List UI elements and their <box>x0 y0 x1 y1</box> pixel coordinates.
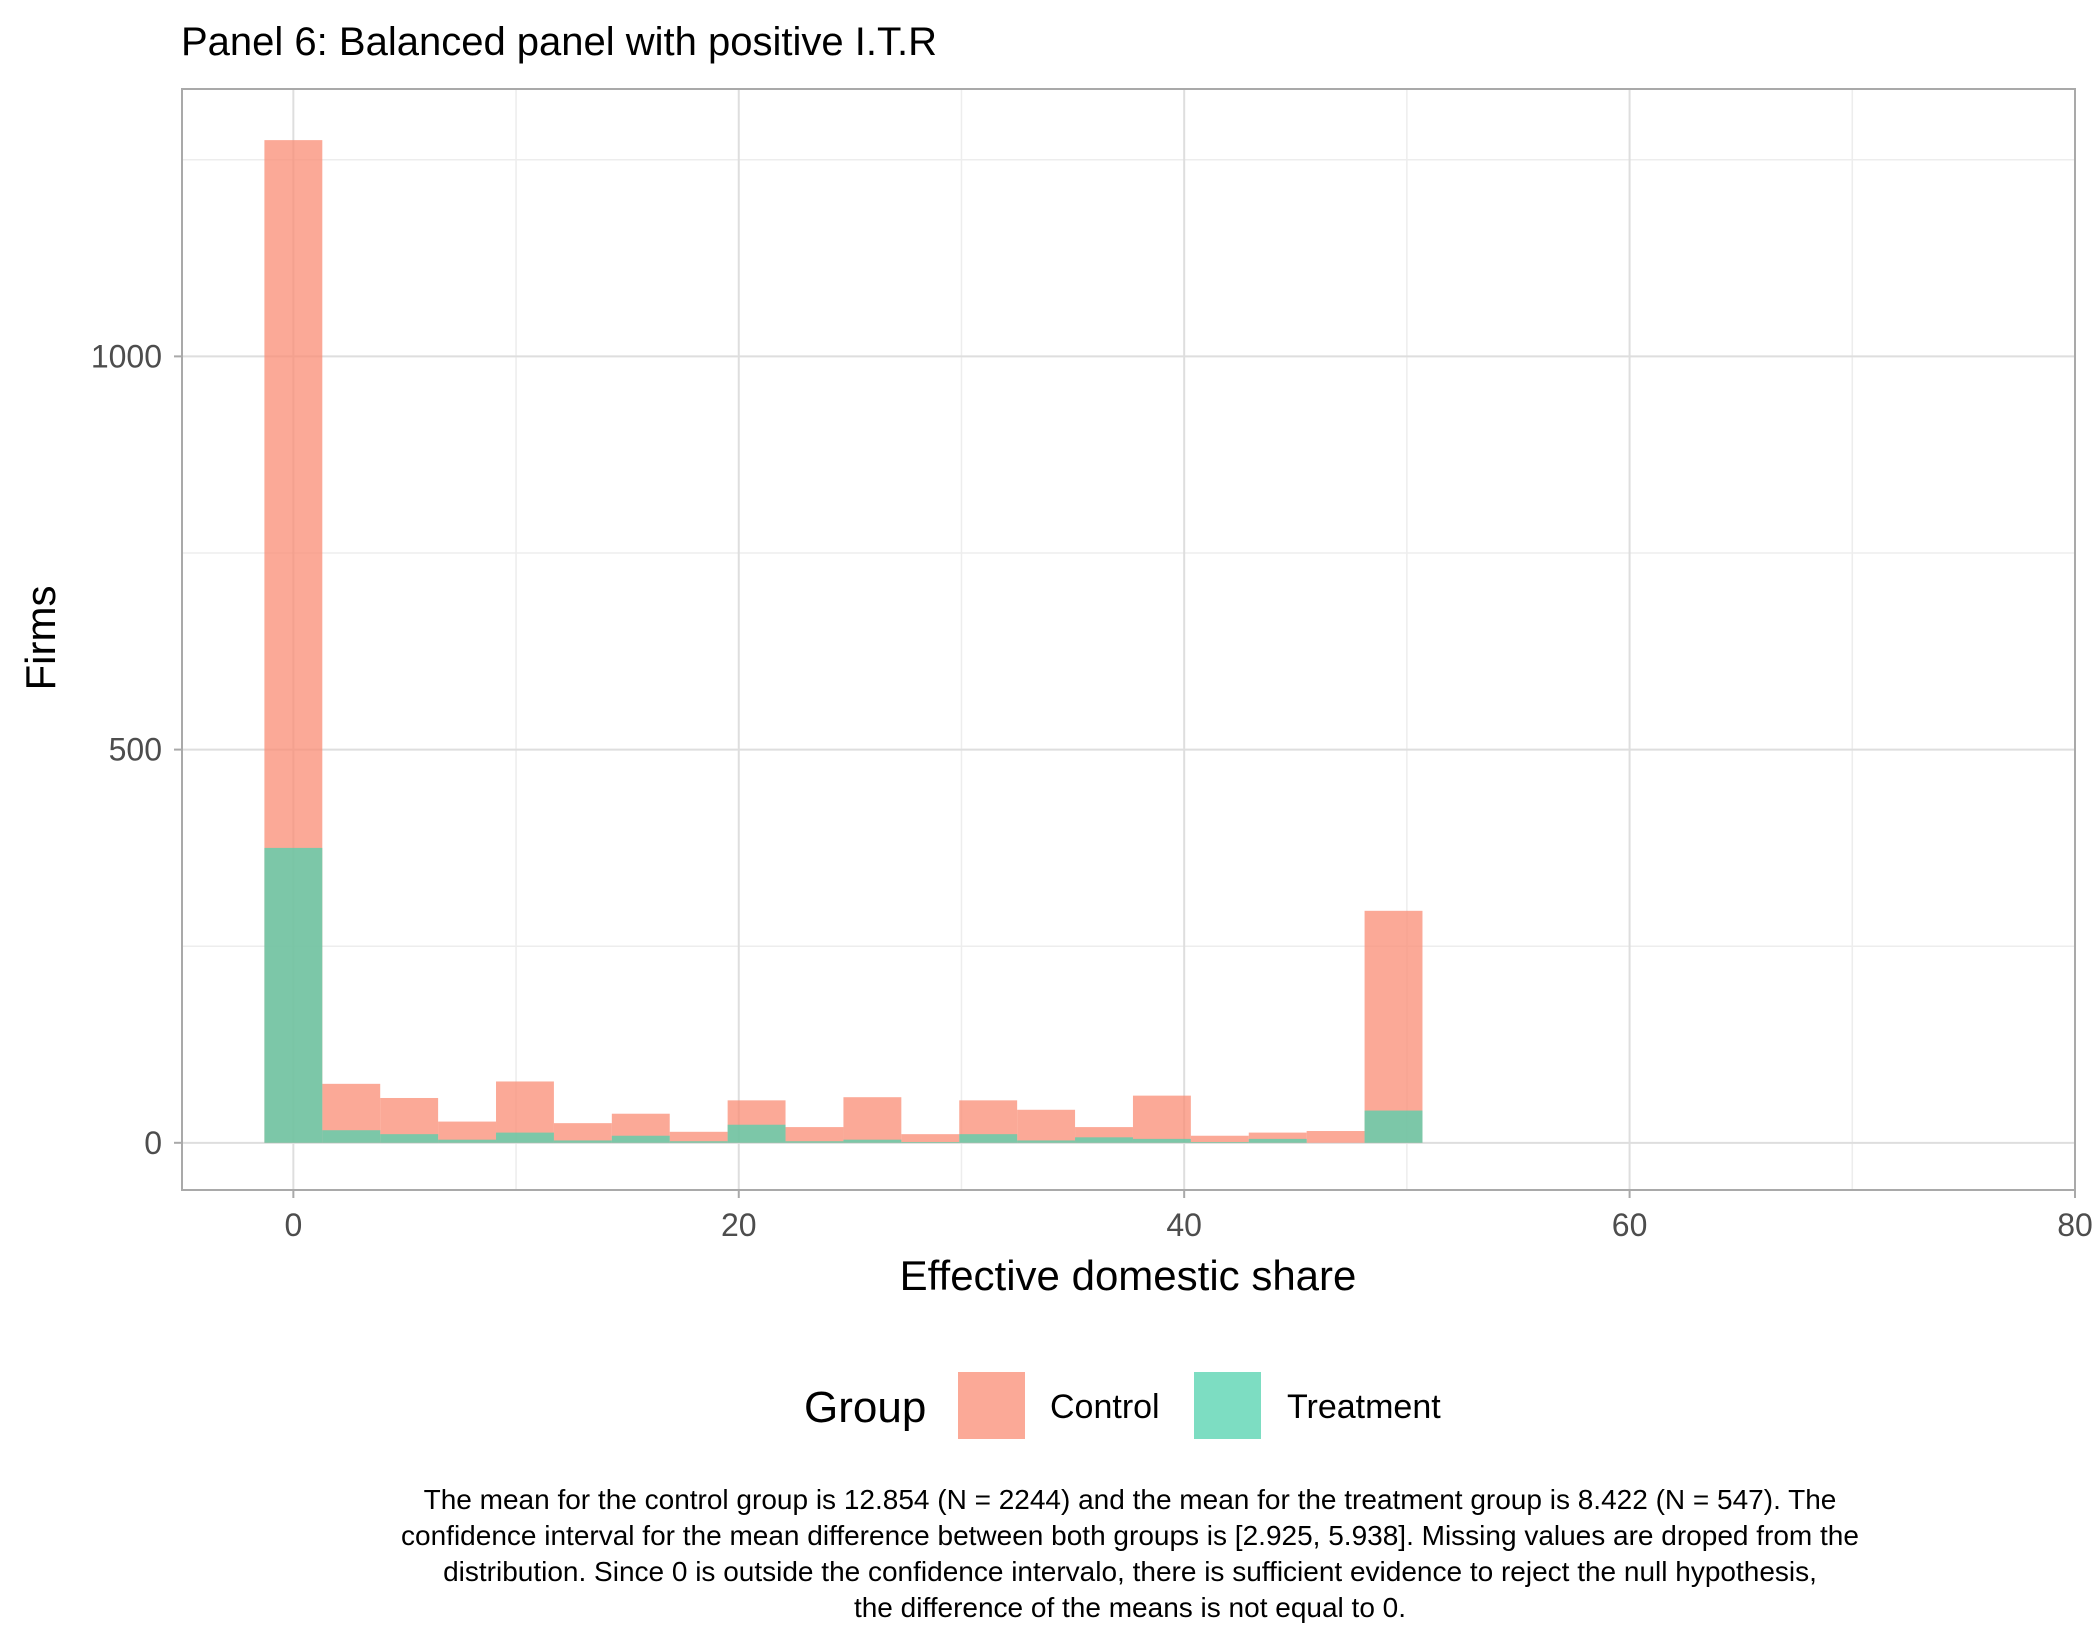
legend-key-control <box>958 1372 1025 1439</box>
x-tick-label: 0 <box>284 1207 302 1243</box>
bar-treatment <box>496 1132 554 1143</box>
legend: Group Control Treatment <box>804 1372 1441 1439</box>
bar-control <box>785 1127 844 1143</box>
bar-treatment <box>669 1141 728 1143</box>
y-tick-label: 0 <box>144 1125 162 1161</box>
plot-border <box>181 88 2076 1191</box>
bar-treatment <box>264 847 323 1143</box>
bar-control <box>901 1134 960 1143</box>
bar-treatment <box>785 1141 844 1143</box>
bar-treatment <box>438 1139 497 1143</box>
bar-control <box>1190 1135 1249 1143</box>
bar-treatment <box>843 1139 902 1143</box>
bar-control <box>1132 1095 1191 1143</box>
bar-treatment <box>959 1134 1018 1143</box>
legend-title: Group <box>804 1383 926 1432</box>
bar-treatment <box>322 1130 381 1143</box>
bar-treatment <box>727 1124 786 1143</box>
grid-minor <box>182 89 2075 1190</box>
bar-treatment <box>1190 1142 1249 1143</box>
bar-treatment <box>901 1142 960 1143</box>
y-tick-label: 500 <box>109 732 162 768</box>
chart-title: Panel 6: Balanced panel with positive I.… <box>181 20 937 64</box>
x-tick-label: 60 <box>1612 1207 1648 1243</box>
bar-treatment <box>611 1135 670 1143</box>
legend-label-treatment: Treatment <box>1287 1388 1441 1426</box>
bar-treatment <box>1075 1137 1133 1143</box>
bar-control <box>553 1123 612 1143</box>
y-axis-label: Firms <box>17 586 64 691</box>
chart-caption: The mean for the control group is 12.854… <box>230 1482 2030 1626</box>
plot-panel <box>182 89 2075 1190</box>
bar-control <box>1248 1132 1307 1143</box>
x-tick-label: 20 <box>721 1207 757 1243</box>
bar-control <box>1017 1109 1076 1143</box>
bar-treatment <box>380 1134 439 1143</box>
bar-treatment <box>1017 1140 1076 1143</box>
axis-ticks: 0 20 40 60 80 0 500 1000 <box>91 338 2093 1243</box>
caption-line: distribution. Since 0 is outside the con… <box>443 1556 1817 1587</box>
bars-layer <box>264 140 1423 1143</box>
caption-line: confidence interval for the mean differe… <box>401 1520 1859 1551</box>
bar-control <box>1306 1131 1365 1143</box>
y-tick-label: 1000 <box>91 338 162 374</box>
caption-line: the difference of the means is not equal… <box>853 1592 1407 1623</box>
x-axis-label: Effective domestic share <box>900 1252 1357 1299</box>
bar-treatment <box>1248 1138 1307 1143</box>
bar-control <box>669 1131 728 1143</box>
legend-label-control: Control <box>1050 1388 1160 1426</box>
bar-control <box>1364 910 1423 1143</box>
bar-control <box>438 1121 497 1143</box>
legend-key-treatment <box>1194 1372 1261 1439</box>
bar-control <box>843 1097 902 1143</box>
bar-treatment <box>1132 1138 1191 1143</box>
x-tick-label: 40 <box>1166 1207 1202 1243</box>
bar-treatment <box>553 1140 612 1143</box>
caption-line: The mean for the control group is 12.854… <box>423 1484 1837 1515</box>
bar-treatment <box>1364 1110 1423 1143</box>
x-tick-label: 80 <box>2057 1207 2093 1243</box>
